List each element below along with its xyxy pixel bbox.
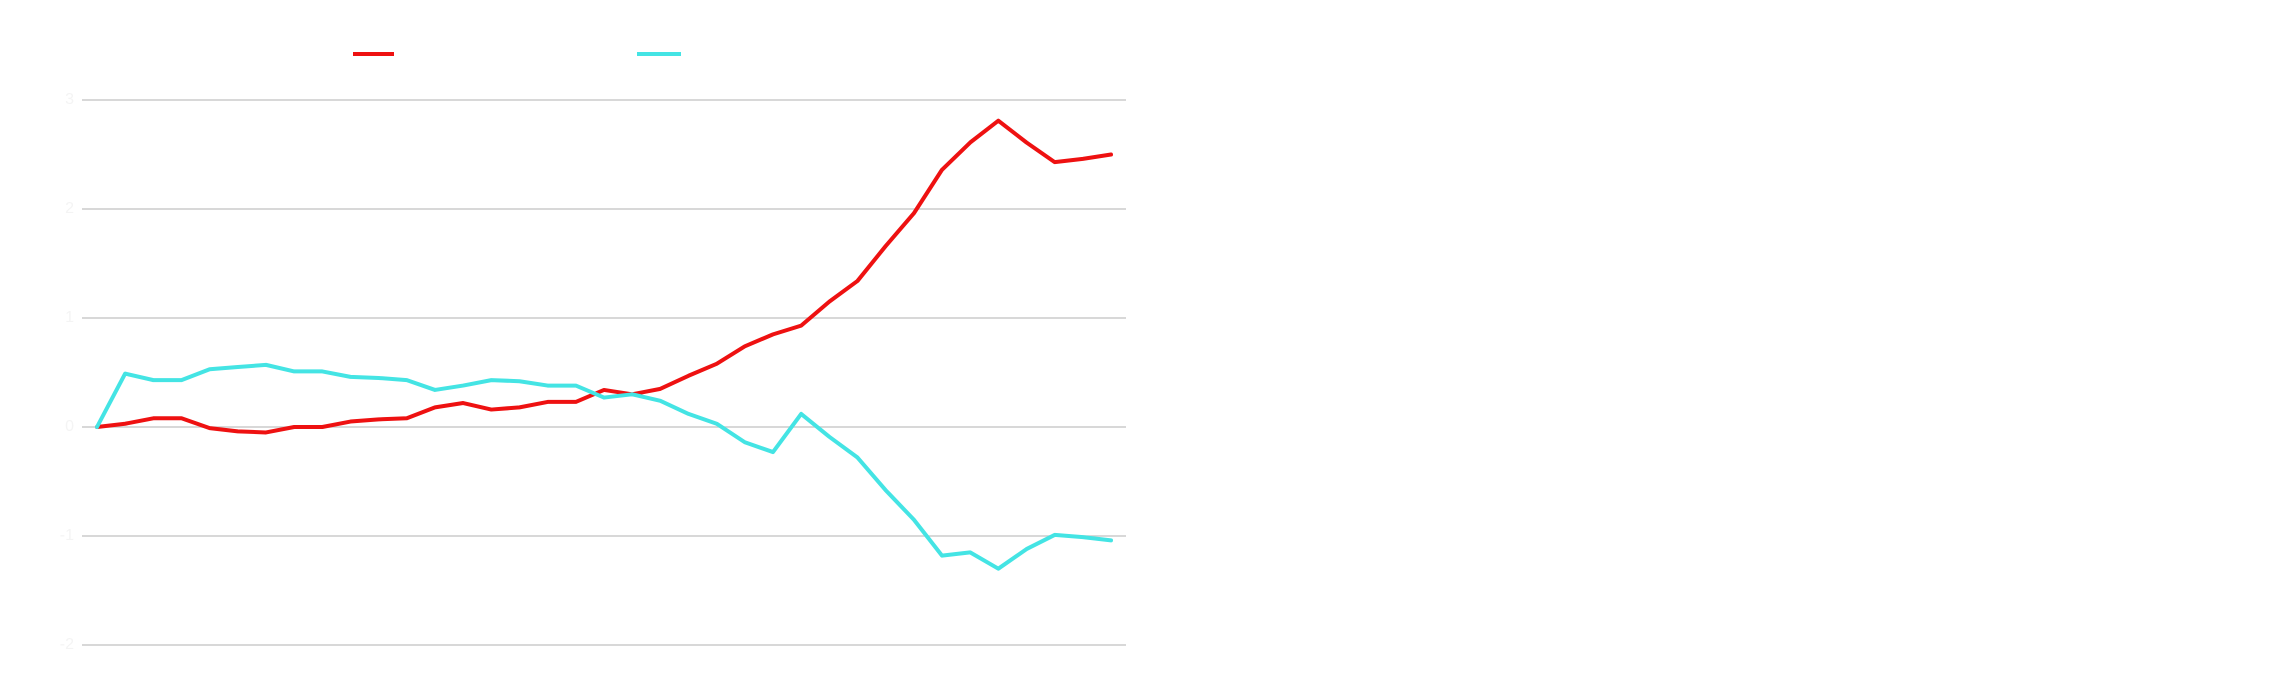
y-tick-label: 1 xyxy=(65,309,74,326)
series-line xyxy=(95,118,1113,435)
y-tick-label: -2 xyxy=(60,636,74,653)
y-tick-label: -1 xyxy=(60,527,74,544)
series-line xyxy=(95,362,1113,571)
y-tick-label: 2 xyxy=(65,200,74,217)
y-tick-label: 0 xyxy=(65,418,74,435)
y-tick-label: 3 xyxy=(65,91,74,108)
